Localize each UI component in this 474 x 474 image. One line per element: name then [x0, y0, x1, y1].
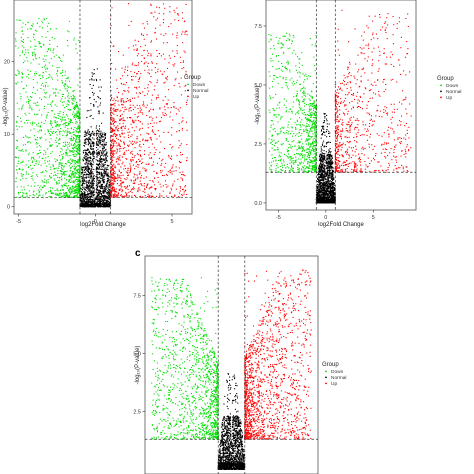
plot-frame	[265, 0, 417, 211]
series-normal-points	[79, 68, 112, 208]
data-points	[15, 3, 188, 208]
y-tick-label: 10	[4, 132, 10, 138]
y-tick-label: 5.0	[254, 83, 262, 89]
x-tick-label: 0	[324, 215, 327, 221]
x-axis-label: log2Fold Change	[80, 222, 126, 228]
series-up-points	[244, 269, 312, 440]
series-down-points	[268, 32, 317, 173]
series-normal-points	[217, 372, 246, 470]
y-axis-label: -log₁₀(P-value)	[255, 86, 261, 125]
legend-item-down: Down	[331, 369, 344, 375]
legend-title: Group	[437, 76, 454, 82]
plot-frame	[13, 0, 193, 215]
legend-item-down: Down	[446, 83, 459, 89]
legend-marker-normal	[440, 90, 442, 93]
legend-item-up: Up	[446, 95, 452, 101]
y-tick-label: 7.5	[133, 293, 141, 299]
y-axis-label: -log₁₀(P-value)	[135, 346, 141, 385]
legend-item-down: Down	[193, 82, 206, 88]
x-tick-label: -5	[276, 215, 281, 221]
y-tick-label: 2.5	[133, 409, 141, 415]
x-tick-label: 5	[171, 219, 174, 225]
legend-marker-up	[187, 95, 189, 98]
legend-item-up: Up	[331, 381, 337, 387]
x-tick-label: -5	[16, 219, 21, 225]
series-down-points	[151, 277, 219, 440]
x-axis-label: log2Fold Change	[318, 222, 364, 228]
y-tick-label: 0	[7, 205, 10, 211]
legend-marker-down	[440, 84, 442, 87]
panel-label: c	[135, 248, 141, 259]
legend-marker-up	[440, 96, 442, 99]
volcano-panel-2: 0.0 2.5 5.0 7.5 -5 0 5 log2Fold Change -log₁₀(P-…	[254, 0, 461, 228]
y-tick-label: 2.5	[254, 142, 262, 148]
legend-title: Group	[184, 75, 201, 81]
series-normal-points	[315, 112, 336, 204]
legend-marker-normal	[187, 89, 189, 92]
x-tick-label: 0	[94, 219, 97, 225]
volcano-panel-3: 2.5 5.0 7.5 -log₁₀(P-value) c GroupDownNormal…	[133, 248, 346, 474]
legend-item-normal: Normal	[193, 88, 208, 94]
plot-frame	[144, 255, 319, 474]
legend-title: Group	[322, 362, 339, 368]
series-up-points	[110, 3, 188, 198]
legend-item-normal: Normal	[331, 375, 346, 381]
data-points	[151, 269, 312, 470]
y-tick-label: 0.0	[254, 201, 262, 207]
legend-item-normal: Normal	[446, 89, 461, 95]
y-axis-label: -log₁₀(P-value)	[3, 88, 9, 127]
legend-marker-down	[325, 370, 327, 373]
series-up-points	[334, 9, 412, 173]
series-down-points	[15, 17, 81, 198]
legend-marker-normal	[325, 376, 327, 379]
y-tick-label: 20	[4, 60, 10, 66]
volcano-panel-1: 0 10 20 -5 0 5 log2Fold Change -log₁₀(P-value) G…	[3, 0, 208, 228]
legend-item-up: Up	[193, 94, 199, 100]
legend-marker-up	[325, 382, 327, 385]
y-tick-label: 7.5	[254, 24, 262, 30]
x-tick-label: 5	[372, 215, 375, 221]
y-tick-label: 5.0	[133, 351, 141, 357]
legend-marker-down	[187, 83, 189, 86]
data-points	[268, 9, 412, 204]
